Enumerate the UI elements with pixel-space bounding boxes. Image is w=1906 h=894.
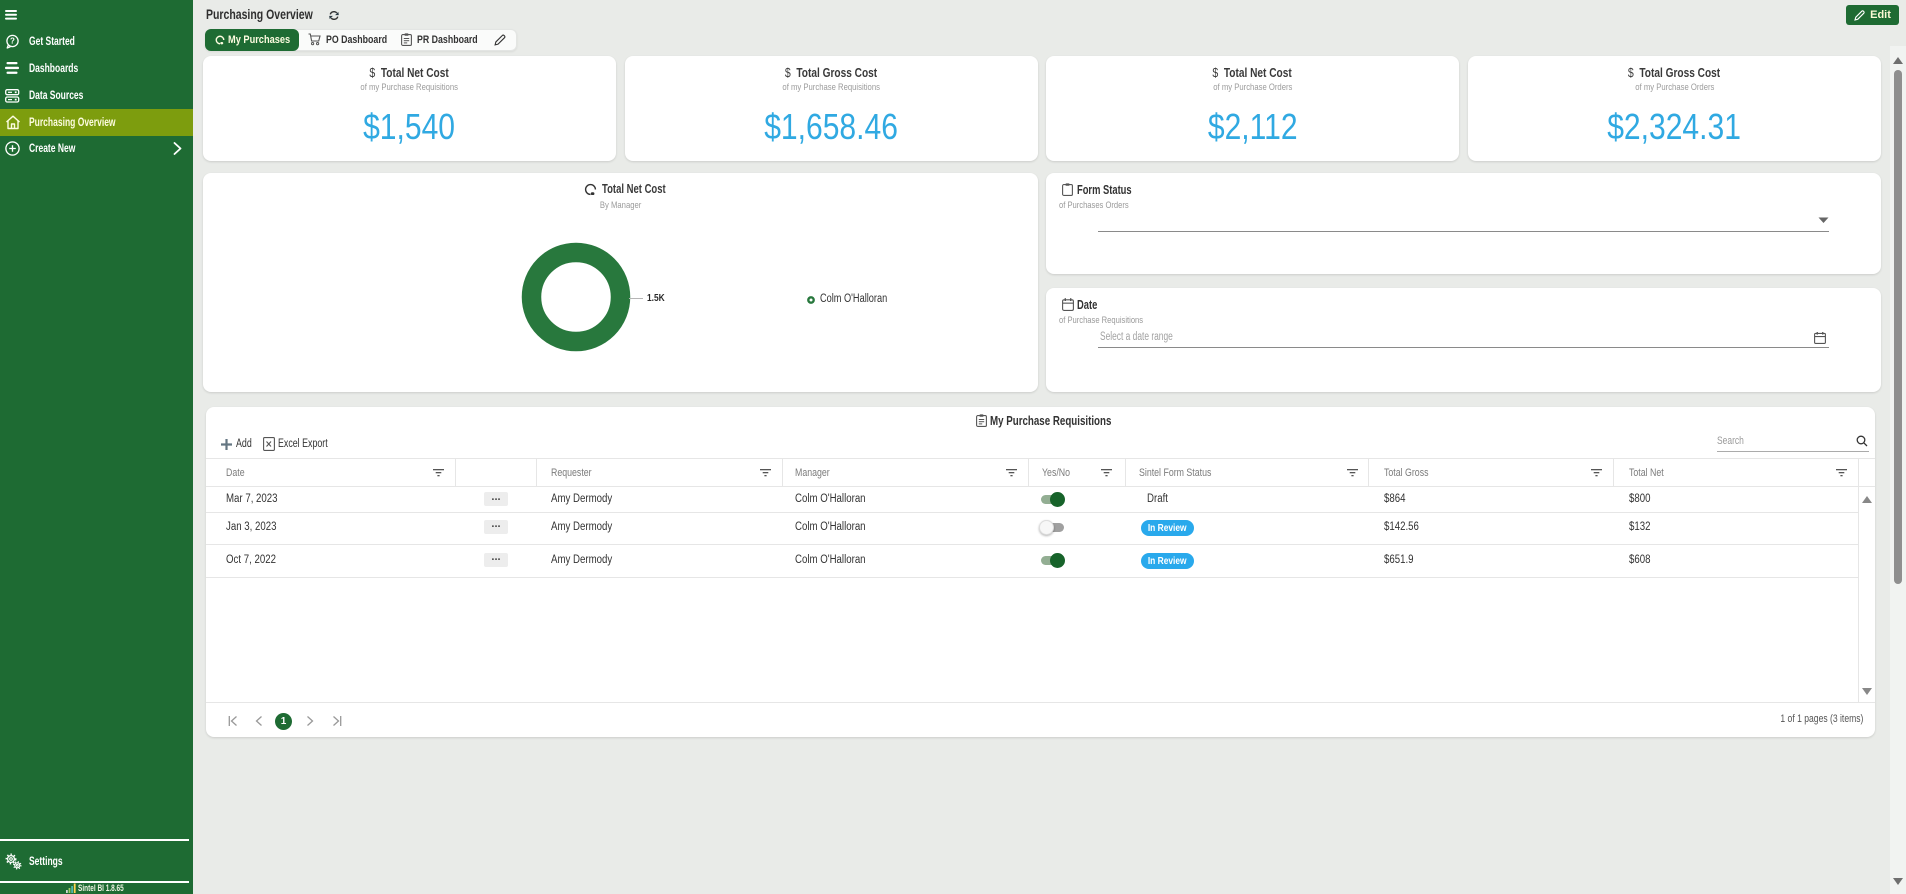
svg-text:?: ? xyxy=(10,37,15,46)
